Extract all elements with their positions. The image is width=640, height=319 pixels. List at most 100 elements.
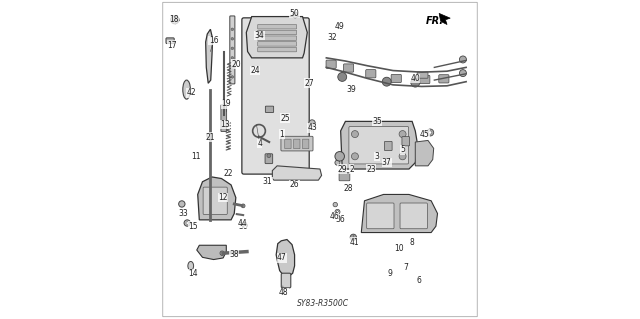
FancyBboxPatch shape xyxy=(439,75,449,83)
Text: 29: 29 xyxy=(337,165,347,174)
Circle shape xyxy=(460,56,467,63)
Polygon shape xyxy=(362,195,438,233)
Text: 35: 35 xyxy=(372,117,382,126)
Circle shape xyxy=(241,204,245,208)
Circle shape xyxy=(267,154,271,158)
FancyBboxPatch shape xyxy=(417,72,428,78)
Text: 32: 32 xyxy=(328,33,337,42)
Text: 31: 31 xyxy=(263,177,273,186)
Circle shape xyxy=(351,153,358,160)
Text: 48: 48 xyxy=(278,288,288,297)
FancyBboxPatch shape xyxy=(326,60,336,68)
Circle shape xyxy=(335,152,344,161)
FancyBboxPatch shape xyxy=(365,70,376,78)
Circle shape xyxy=(333,202,337,207)
Text: 49: 49 xyxy=(334,22,344,31)
Circle shape xyxy=(231,47,234,50)
Text: 26: 26 xyxy=(290,181,300,189)
Polygon shape xyxy=(196,245,227,260)
Text: 38: 38 xyxy=(229,250,239,259)
Circle shape xyxy=(427,129,434,136)
Ellipse shape xyxy=(188,262,193,270)
Text: 14: 14 xyxy=(188,269,198,278)
FancyBboxPatch shape xyxy=(281,136,313,151)
Text: 37: 37 xyxy=(382,158,392,167)
Circle shape xyxy=(336,211,339,213)
Circle shape xyxy=(179,201,185,207)
Text: 23: 23 xyxy=(366,165,376,174)
FancyBboxPatch shape xyxy=(367,203,394,229)
Polygon shape xyxy=(415,140,434,166)
Polygon shape xyxy=(273,166,321,180)
Text: 7: 7 xyxy=(403,263,408,272)
Polygon shape xyxy=(439,13,450,25)
Text: 25: 25 xyxy=(280,114,290,123)
Text: 1: 1 xyxy=(280,130,284,138)
FancyBboxPatch shape xyxy=(258,25,296,29)
FancyBboxPatch shape xyxy=(166,38,174,44)
FancyBboxPatch shape xyxy=(303,139,309,149)
Circle shape xyxy=(399,130,406,137)
Circle shape xyxy=(399,153,406,160)
Polygon shape xyxy=(276,240,294,276)
Text: 17: 17 xyxy=(168,41,177,50)
FancyBboxPatch shape xyxy=(221,105,227,131)
Text: 42: 42 xyxy=(186,88,196,97)
Text: 50: 50 xyxy=(290,9,300,18)
Text: 34: 34 xyxy=(255,31,264,40)
Text: 46: 46 xyxy=(330,212,339,221)
Text: 9: 9 xyxy=(387,269,392,278)
Polygon shape xyxy=(205,29,212,83)
Polygon shape xyxy=(340,122,419,169)
Text: 10: 10 xyxy=(395,244,404,253)
Text: 2: 2 xyxy=(349,165,354,174)
Text: 22: 22 xyxy=(223,169,233,178)
FancyBboxPatch shape xyxy=(385,141,392,151)
FancyBboxPatch shape xyxy=(230,16,235,84)
Text: 8: 8 xyxy=(410,238,415,247)
Circle shape xyxy=(460,70,467,77)
Circle shape xyxy=(429,131,432,134)
FancyBboxPatch shape xyxy=(258,48,296,52)
Text: SY83-R3500C: SY83-R3500C xyxy=(297,299,349,308)
Text: 30: 30 xyxy=(239,222,249,231)
Text: 44: 44 xyxy=(237,219,247,227)
FancyBboxPatch shape xyxy=(285,139,291,149)
FancyBboxPatch shape xyxy=(344,64,354,72)
Text: 15: 15 xyxy=(188,222,198,231)
FancyBboxPatch shape xyxy=(281,273,291,288)
FancyBboxPatch shape xyxy=(258,42,296,46)
FancyBboxPatch shape xyxy=(266,106,274,113)
Circle shape xyxy=(309,120,316,126)
Text: 11: 11 xyxy=(191,152,201,161)
Text: 6: 6 xyxy=(416,276,421,285)
Circle shape xyxy=(231,28,234,31)
Text: 19: 19 xyxy=(221,100,231,108)
Text: 4: 4 xyxy=(257,139,262,148)
Text: FR.: FR. xyxy=(426,16,444,26)
Circle shape xyxy=(231,56,234,59)
Circle shape xyxy=(231,38,234,40)
Polygon shape xyxy=(246,17,307,58)
Circle shape xyxy=(411,78,420,87)
Circle shape xyxy=(231,76,234,78)
Circle shape xyxy=(335,209,340,214)
Text: 24: 24 xyxy=(250,66,260,75)
Circle shape xyxy=(420,217,425,222)
Text: 3: 3 xyxy=(375,152,380,161)
FancyBboxPatch shape xyxy=(242,18,309,174)
Text: 16: 16 xyxy=(209,36,218,45)
Text: 33: 33 xyxy=(179,209,188,218)
Text: 18: 18 xyxy=(169,15,179,24)
Circle shape xyxy=(184,220,191,226)
Text: 43: 43 xyxy=(307,123,317,132)
FancyBboxPatch shape xyxy=(294,139,300,149)
Text: 36: 36 xyxy=(336,215,346,224)
Text: 21: 21 xyxy=(205,133,215,142)
Circle shape xyxy=(351,130,358,137)
FancyBboxPatch shape xyxy=(163,2,477,317)
Text: 28: 28 xyxy=(344,184,353,193)
Text: 12: 12 xyxy=(218,193,228,202)
Circle shape xyxy=(171,16,179,24)
Circle shape xyxy=(231,66,234,69)
